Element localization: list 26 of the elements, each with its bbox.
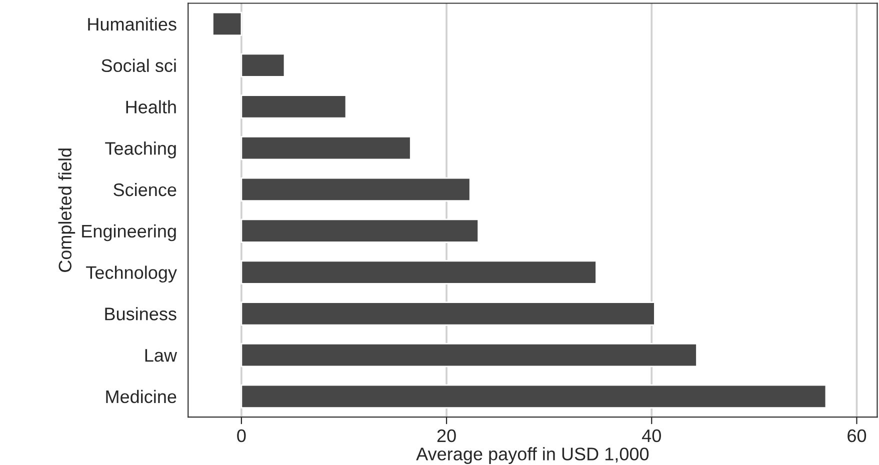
y-tick-label: Social sci [102, 58, 176, 72]
bar [240, 136, 412, 160]
y-tick-label: Engineering [82, 224, 176, 242]
y-tick-label: Health [126, 100, 176, 114]
y-tick-label: Business [105, 307, 176, 320]
y-axis-title: Completed field [58, 148, 76, 272]
y-tick-label: Technology [86, 266, 177, 283]
bar [240, 342, 698, 368]
x-tick-label: 20 [437, 429, 456, 442]
x-tick-label: 40 [642, 429, 661, 442]
bar [240, 94, 347, 119]
y-tick-label: Medicine [106, 390, 176, 404]
x-tick-label: 60 [848, 429, 866, 442]
bar [240, 177, 471, 202]
bar [240, 260, 597, 284]
y-tick-label: Law [145, 349, 178, 362]
y-tick-label: Teaching [105, 142, 176, 158]
bar [240, 53, 286, 78]
bar [240, 218, 480, 243]
bar [240, 384, 827, 408]
x-tick-label: 0 [237, 429, 246, 442]
bar [240, 302, 656, 326]
y-tick-label: Humanities [88, 17, 176, 31]
x-axis-title: Average payoff in USD 1,000 [416, 447, 649, 464]
y-tick-label: Science [114, 182, 176, 196]
bar [212, 12, 242, 36]
